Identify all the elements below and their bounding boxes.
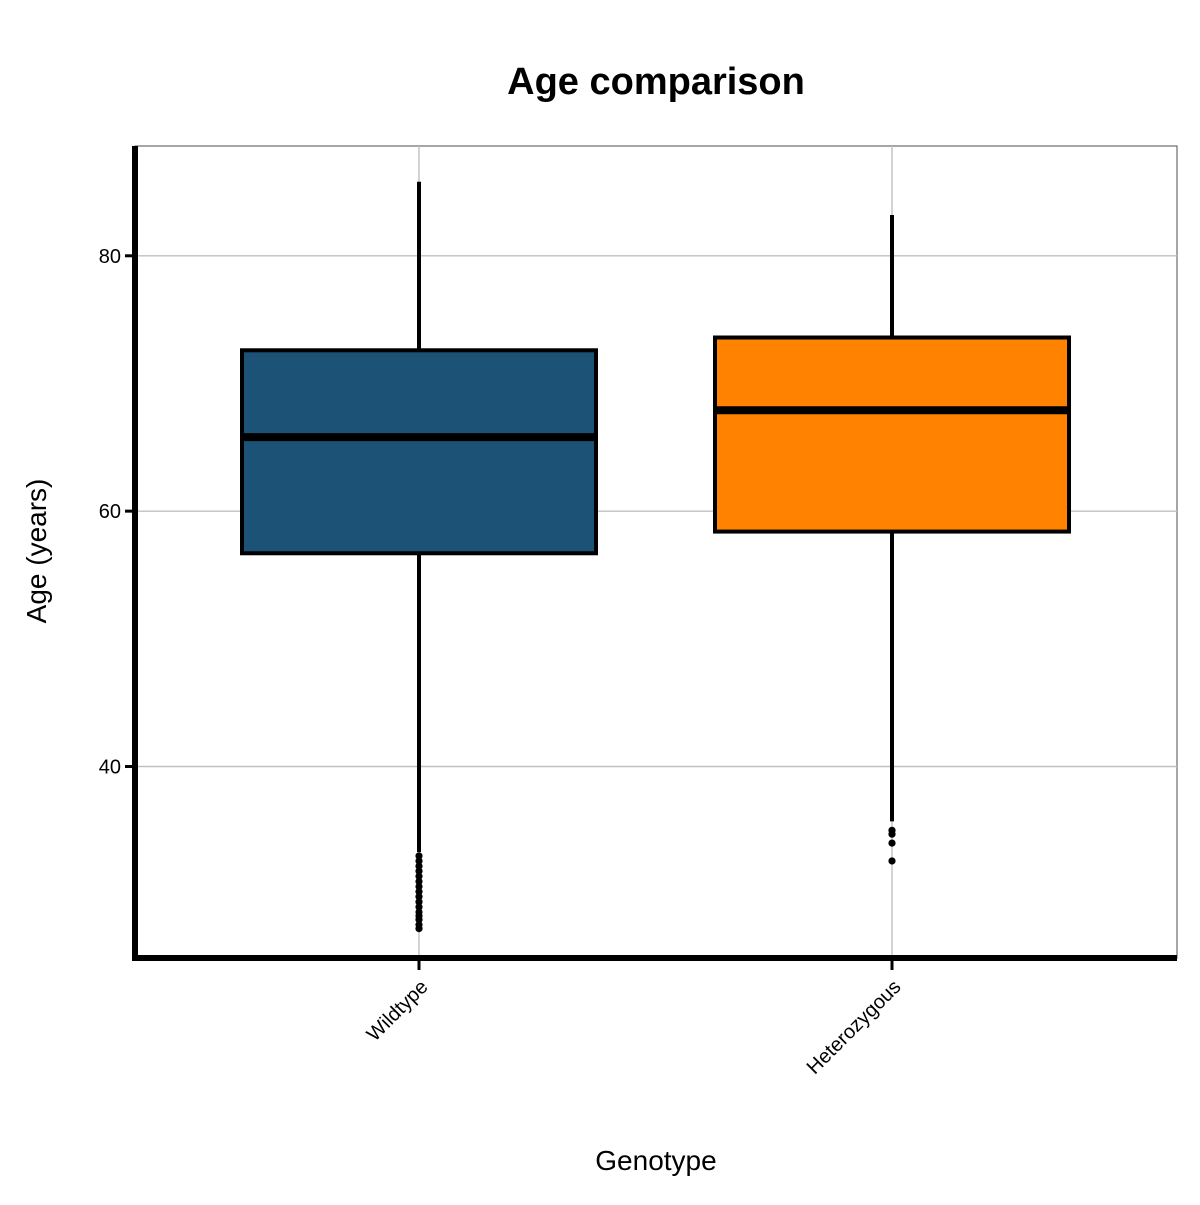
outlier-point [415, 877, 423, 885]
y-tick-label: 40 [99, 756, 121, 778]
outlier-point [415, 882, 423, 891]
outlier-point [415, 916, 423, 924]
outlier-point [888, 839, 896, 847]
outlier-point [415, 893, 423, 901]
y-axis-title: Age (years) [21, 479, 52, 624]
outlier-point [888, 830, 896, 838]
iqr-box [713, 335, 1071, 534]
outlier-point [888, 857, 896, 865]
outlier-point [415, 872, 423, 880]
x-tick-label: Wildtype [363, 976, 433, 1046]
outlier-point [415, 862, 423, 870]
chart-title: Age comparison [507, 61, 805, 103]
outlier-point [415, 925, 423, 933]
y-tick-label: 60 [99, 501, 121, 523]
box-wildtype [240, 181, 598, 933]
plot-area: 40 60 80 Wildtype Heterozygous [99, 145, 1178, 1079]
y-tick-label: 80 [99, 246, 121, 268]
iqr-box [240, 348, 598, 556]
outlier-point [415, 888, 423, 896]
x-axis-title: Genotype [595, 1145, 716, 1176]
x-tick-label: Heterozygous [803, 976, 906, 1079]
outlier-point [415, 867, 423, 875]
outlier-point [415, 852, 423, 860]
outlier-point [415, 903, 423, 911]
box-heterozygous [713, 214, 1071, 865]
outlier-point [415, 857, 423, 865]
outlier-point [415, 898, 423, 906]
